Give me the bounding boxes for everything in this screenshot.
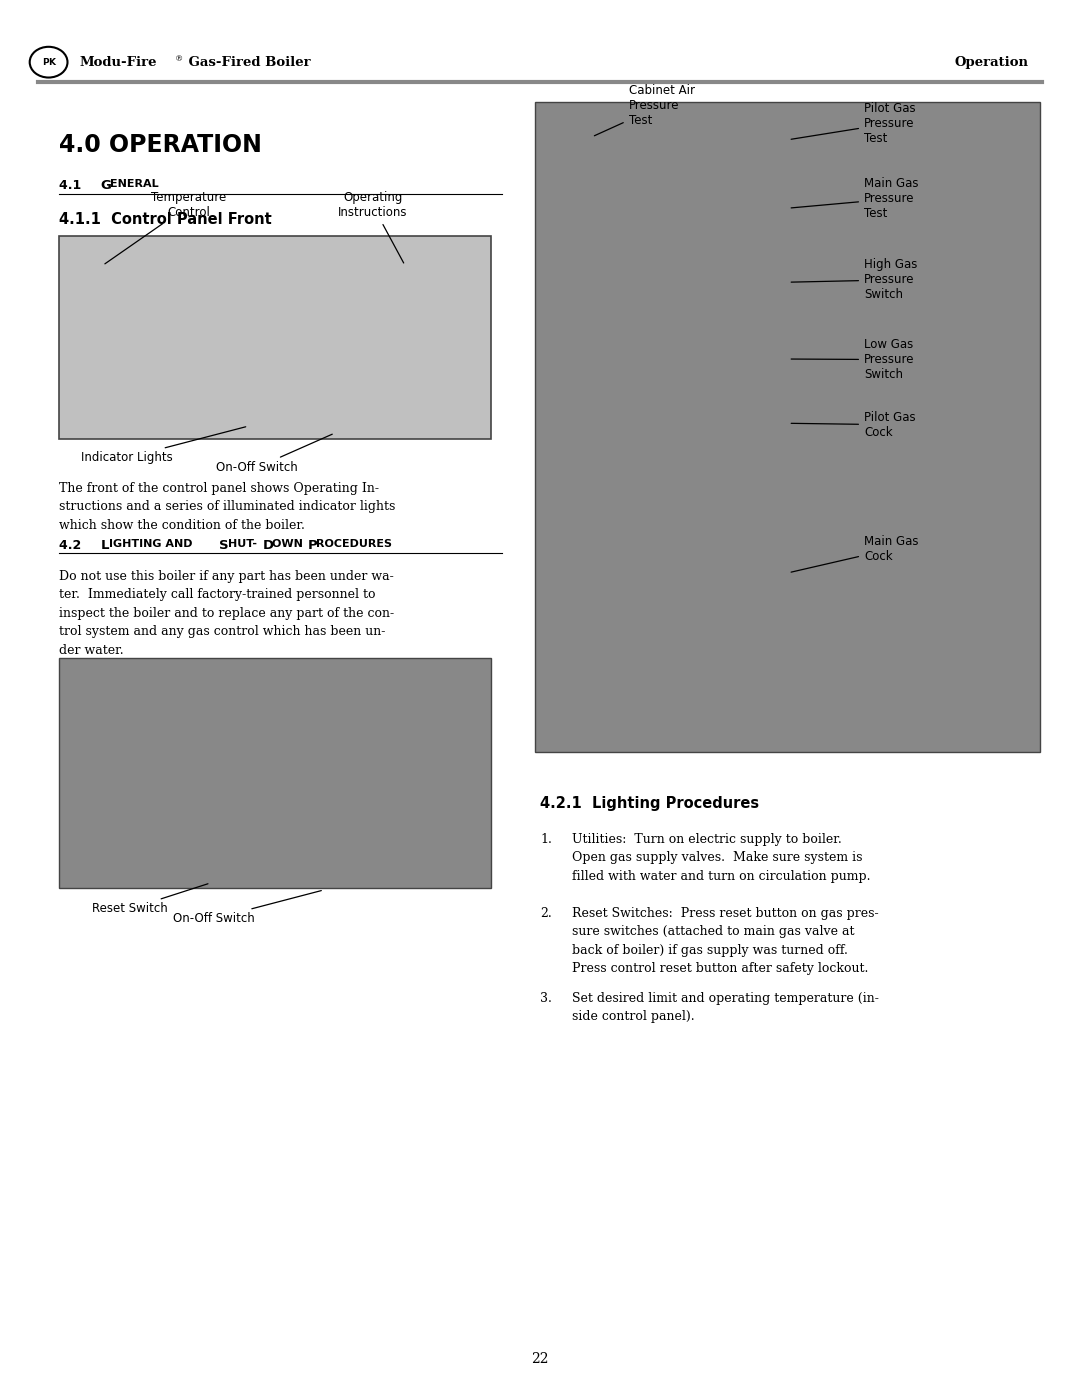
Text: Indicator Lights: Indicator Lights — [81, 427, 246, 464]
Text: Operating
Instructions: Operating Instructions — [338, 191, 407, 263]
Text: Set desired limit and operating temperature (in-
side control panel).: Set desired limit and operating temperat… — [572, 992, 879, 1024]
Text: Utilities:  Turn on electric supply to boiler.
Open gas supply valves.  Make sur: Utilities: Turn on electric supply to bo… — [572, 833, 870, 883]
Text: OWN: OWN — [272, 539, 307, 549]
Text: 3.: 3. — [540, 992, 552, 1004]
Text: S: S — [219, 539, 229, 552]
Text: L: L — [100, 539, 109, 552]
Text: IGHTING AND: IGHTING AND — [109, 539, 197, 549]
Text: ®: ® — [175, 56, 184, 63]
Text: 4.2.1  Lighting Procedures: 4.2.1 Lighting Procedures — [540, 796, 759, 812]
Text: K: K — [49, 57, 55, 67]
Text: On-Off Switch: On-Off Switch — [216, 434, 333, 474]
Text: 1.: 1. — [540, 833, 552, 845]
Text: 4.2: 4.2 — [59, 539, 86, 552]
Text: Main Gas
Pressure
Test: Main Gas Pressure Test — [792, 177, 918, 221]
Text: 4.1.1  Control Panel Front: 4.1.1 Control Panel Front — [59, 212, 272, 228]
Text: ROCEDURES: ROCEDURES — [316, 539, 392, 549]
Text: HUT-: HUT- — [228, 539, 257, 549]
Text: Pilot Gas
Pressure
Test: Pilot Gas Pressure Test — [792, 102, 916, 145]
Text: Low Gas
Pressure
Switch: Low Gas Pressure Switch — [792, 338, 915, 381]
Text: Operation: Operation — [954, 56, 1028, 68]
Text: Gas-Fired Boiler: Gas-Fired Boiler — [184, 56, 310, 68]
FancyBboxPatch shape — [535, 102, 1040, 752]
Text: 4.0 OPERATION: 4.0 OPERATION — [59, 133, 262, 156]
Text: 22: 22 — [531, 1352, 549, 1366]
Ellipse shape — [30, 47, 67, 77]
FancyBboxPatch shape — [59, 236, 491, 439]
Text: ENERAL: ENERAL — [110, 179, 159, 189]
Text: Pilot Gas
Cock: Pilot Gas Cock — [792, 411, 916, 439]
Text: G: G — [100, 179, 111, 191]
Text: Reset Switch: Reset Switch — [92, 884, 208, 915]
Text: P: P — [308, 539, 318, 552]
Text: Do not use this boiler if any part has been under wa-
ter.  Immediately call fac: Do not use this boiler if any part has b… — [59, 570, 394, 657]
Text: On-Off Switch: On-Off Switch — [173, 891, 322, 925]
Text: P: P — [42, 57, 49, 67]
Text: The front of the control panel shows Operating In-
structions and a series of il: The front of the control panel shows Ope… — [59, 482, 395, 532]
Text: Main Gas
Cock: Main Gas Cock — [792, 535, 918, 573]
Text: High Gas
Pressure
Switch: High Gas Pressure Switch — [792, 258, 917, 302]
Text: Cabinet Air
Pressure
Test: Cabinet Air Pressure Test — [594, 84, 694, 136]
Text: Modu-Fire: Modu-Fire — [80, 56, 158, 68]
Text: 2.: 2. — [540, 907, 552, 919]
FancyBboxPatch shape — [59, 658, 491, 888]
Text: D: D — [262, 539, 273, 552]
Text: 4.1: 4.1 — [59, 179, 86, 191]
Text: Reset Switches:  Press reset button on gas pres-
sure switches (attached to main: Reset Switches: Press reset button on ga… — [572, 907, 879, 975]
Text: Temperature
Control: Temperature Control — [105, 191, 227, 264]
